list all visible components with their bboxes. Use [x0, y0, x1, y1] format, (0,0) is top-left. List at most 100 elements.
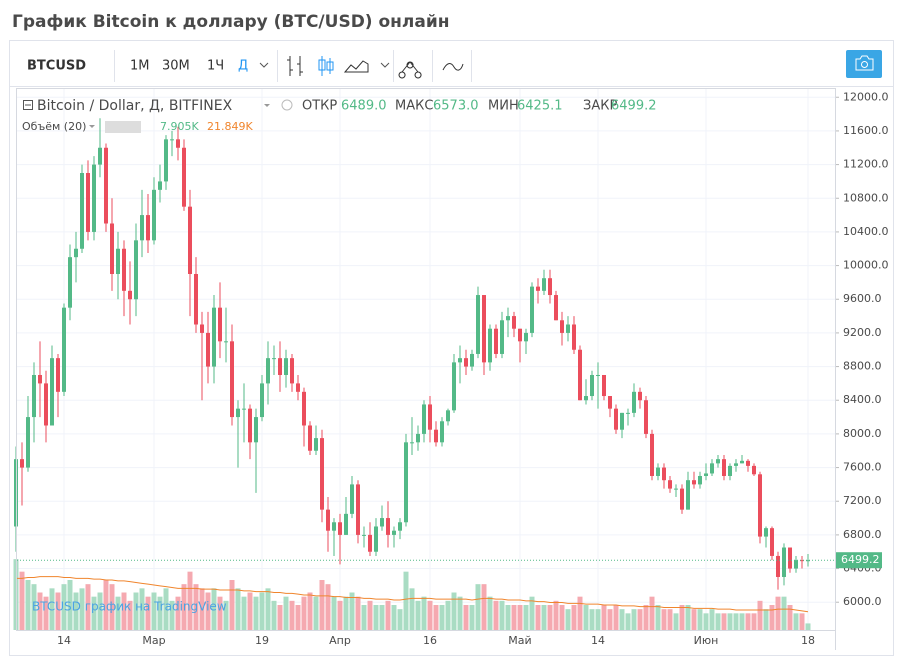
candle-body: [398, 522, 402, 531]
volume-bar: [133, 592, 139, 630]
volume-bar: [97, 592, 103, 630]
candle-body: [770, 528, 774, 556]
interval-active[interactable]: Д: [238, 59, 248, 74]
candle-body: [662, 467, 666, 481]
candle-body: [158, 181, 162, 190]
candle-body: [674, 488, 678, 490]
dropdown-icon[interactable]: [380, 62, 390, 68]
candle-body: [512, 316, 516, 329]
volume-bar: [553, 600, 559, 630]
candle-body: [296, 383, 300, 392]
bars-icon[interactable]: [287, 56, 303, 76]
volume-bar: [61, 584, 67, 630]
volume-bar: [589, 609, 595, 630]
candle-body: [380, 518, 384, 527]
volume-bar: [631, 609, 637, 630]
snapshot-button[interactable]: [846, 50, 882, 78]
volume-bar: [19, 571, 25, 630]
volume-bar: [385, 600, 391, 630]
volume-bar: [739, 613, 745, 630]
dropdown-icon[interactable]: [259, 62, 269, 68]
volume-bar: [433, 605, 439, 630]
candle-body: [410, 442, 414, 444]
volume-bar: [349, 592, 355, 630]
candle-body: [86, 173, 90, 232]
volume-bar: [85, 584, 91, 630]
candle-body: [656, 467, 660, 476]
volume-bar: [775, 596, 781, 630]
candle-body: [506, 316, 510, 321]
volume-bar: [427, 600, 433, 630]
volume-bar: [325, 584, 331, 630]
y-tick-label: 7200.0: [843, 494, 882, 507]
interval[interactable]: 30М: [162, 59, 190, 74]
candle-body: [362, 534, 366, 536]
candle-body: [110, 223, 114, 274]
study-controls[interactable]: [105, 121, 141, 133]
watermark[interactable]: BTCUSD график на TradingView: [32, 600, 227, 614]
area-icon[interactable]: [343, 60, 369, 73]
interval[interactable]: 1М: [130, 59, 150, 74]
candle-body: [500, 320, 504, 354]
volume-bar: [229, 580, 235, 630]
candle-body: [332, 522, 336, 531]
volume-bar: [397, 609, 403, 630]
x-tick-label: 16: [423, 634, 437, 647]
candle-body: [38, 374, 42, 384]
volume-bar: [247, 592, 253, 630]
candle-body: [416, 433, 420, 443]
volume-bar: [343, 596, 349, 630]
candle-body: [794, 560, 798, 569]
volume-bar: [223, 600, 229, 630]
y-tick-label: 10800.0: [843, 191, 889, 204]
volume-bar: [691, 609, 697, 630]
candle-body: [80, 173, 84, 249]
candle-body: [518, 328, 522, 342]
candle-body: [440, 421, 444, 443]
candle-body: [290, 358, 294, 384]
volume-bar: [451, 592, 457, 630]
volume-bar: [475, 584, 481, 630]
candles-icon[interactable]: [318, 56, 334, 76]
low-value: 6425.1: [517, 99, 563, 114]
candle-body: [650, 433, 654, 476]
candle-body: [368, 534, 372, 552]
dropdown-icon[interactable]: [264, 104, 270, 107]
volume-bar: [67, 580, 73, 630]
interval[interactable]: 1Ч: [207, 59, 224, 74]
volume-bar: [139, 588, 145, 630]
candle-body: [308, 425, 312, 451]
candle-body: [464, 358, 468, 367]
candle-body: [236, 408, 240, 418]
page-title: График Bitcoin к доллару (BTC/USD) онлай…: [12, 12, 450, 32]
volume-bar: [313, 596, 319, 630]
high-label: МАКС: [395, 99, 433, 114]
volume-bar: [193, 584, 199, 630]
volume-bar: [109, 584, 115, 630]
symbol[interactable]: BTCUSD: [27, 59, 86, 74]
candle-body: [206, 332, 210, 367]
candle-body: [620, 412, 624, 430]
candle-body: [476, 295, 480, 354]
candle-body: [320, 438, 324, 510]
candle-body: [806, 560, 810, 562]
volume-bar: [49, 588, 55, 630]
dropdown-icon[interactable]: [89, 125, 95, 128]
indicators-icon[interactable]: [398, 61, 422, 79]
volume-bar: [751, 613, 757, 630]
candle-body: [230, 341, 234, 418]
collapse-icon[interactable]: [23, 100, 33, 110]
candle-body: [392, 530, 396, 535]
candle-body: [728, 465, 732, 476]
candle-body: [182, 147, 186, 207]
candle-body: [374, 526, 378, 552]
candle-body: [554, 295, 558, 321]
volume-bar: [253, 596, 259, 630]
candle-body: [272, 358, 276, 360]
candle-body: [140, 215, 144, 241]
volume-bar: [463, 605, 469, 630]
compare-icon[interactable]: [442, 63, 464, 71]
visibility-icon[interactable]: [281, 99, 293, 111]
volume-bar: [271, 600, 277, 630]
candle-body: [632, 391, 636, 413]
